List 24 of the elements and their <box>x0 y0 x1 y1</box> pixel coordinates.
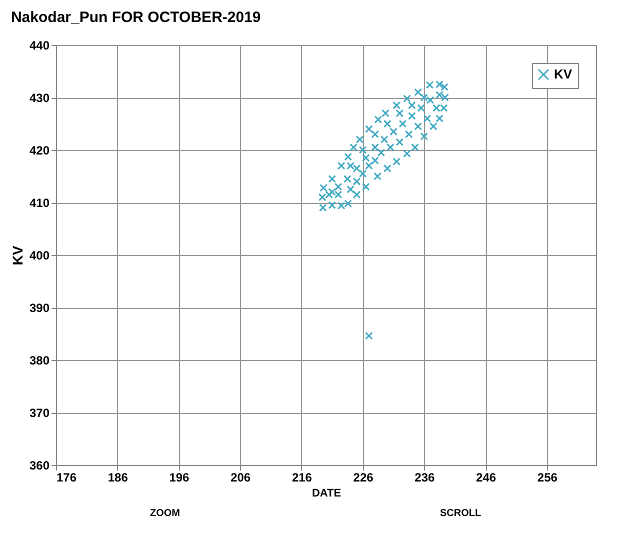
x-tick-label: 256 <box>537 470 558 484</box>
y-tick-label: 440 <box>29 38 50 52</box>
y-tick-label: 410 <box>29 196 50 210</box>
legend-label: KV <box>554 66 572 82</box>
y-tick-label: 400 <box>29 248 50 262</box>
x-tick-label: 216 <box>292 470 312 484</box>
text: SCROLL <box>440 508 482 519</box>
y-tick-label: 430 <box>29 91 50 105</box>
text: ZOOM <box>150 508 180 519</box>
x-axis-title: DATE <box>312 488 342 500</box>
x-tick-label: 236 <box>414 470 436 484</box>
y-axis-title: KV <box>9 245 26 266</box>
x-tick-label: 186 <box>108 470 128 484</box>
x-tick-label: 246 <box>476 470 496 484</box>
x-tick-label: 196 <box>169 470 190 484</box>
y-tick-label: 370 <box>29 406 50 420</box>
y-tick-label: 390 <box>29 301 50 315</box>
x-tick-label: 226 <box>353 470 374 484</box>
y-tick-label: 360 <box>29 458 50 472</box>
x-tick-label: 206 <box>230 470 251 484</box>
y-tick-label: 420 <box>29 144 50 158</box>
x-tick-label: 176 <box>56 470 77 484</box>
chart-title: Nakodar_Pun FOR OCTOBER-2019 <box>10 9 261 26</box>
y-tick-label: 380 <box>29 354 50 368</box>
